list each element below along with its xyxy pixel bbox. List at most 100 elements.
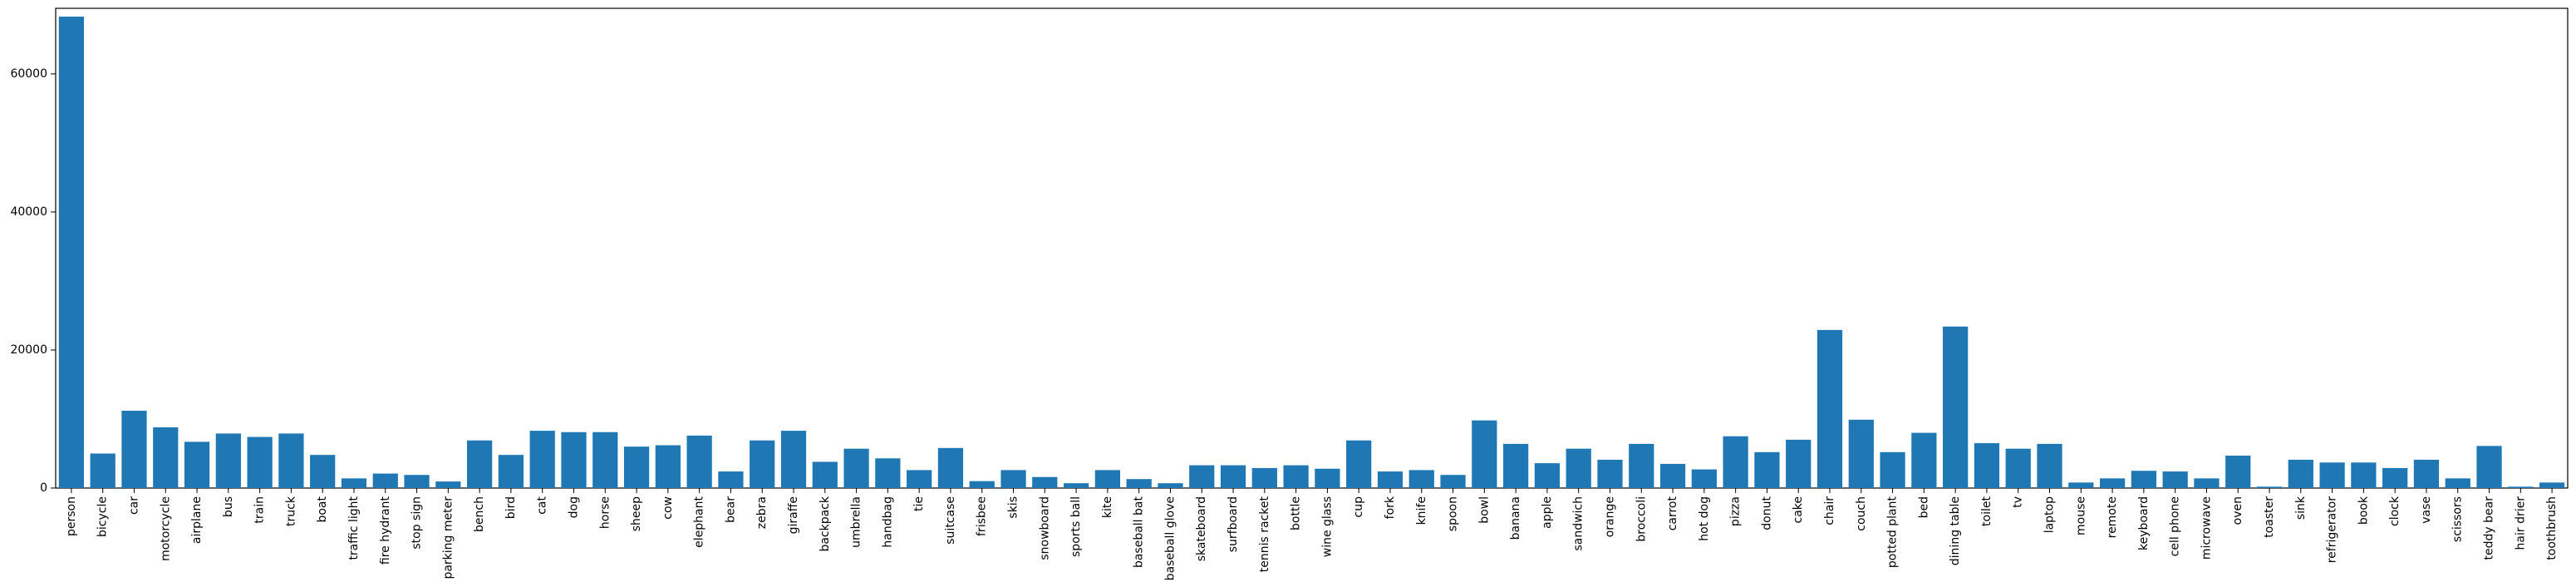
x-tick-label: remote (2106, 496, 2119, 538)
x-tick-label: skateboard (1195, 496, 1208, 561)
bar (1503, 443, 1529, 488)
bar (498, 455, 524, 488)
x-tick-label: cell phone (2169, 496, 2182, 556)
bar (1126, 479, 1152, 488)
x-tick-label: airplane (190, 496, 204, 544)
x-tick-label: bus (222, 496, 235, 517)
bar (215, 433, 241, 488)
x-tick-label: potted plant (1886, 496, 1900, 569)
bar (404, 475, 430, 488)
bar (2005, 448, 2031, 488)
x-tick-label: horse (598, 496, 612, 529)
x-tick-label: cake (1792, 496, 1805, 524)
bar (937, 447, 964, 488)
x-tick-label: apple (1541, 496, 1554, 529)
x-tick-label: sports ball (1069, 496, 1083, 557)
bar (1063, 483, 1089, 488)
bar (1377, 471, 1404, 488)
x-tick-label: microwave (2200, 496, 2213, 560)
bar (2413, 459, 2440, 488)
x-tick-label: clock (2388, 496, 2401, 526)
x-tick-label: banana (1509, 496, 1522, 540)
x-tick-label: bicycle (96, 496, 110, 537)
x-tick-label: carrot (1666, 496, 1679, 530)
bar (1911, 432, 1937, 488)
x-tick-label: bowl (1477, 496, 1491, 524)
bar (1251, 467, 1277, 488)
bar (2476, 446, 2502, 488)
bar (2508, 486, 2534, 488)
bar (153, 427, 179, 488)
x-tick-label: tie (912, 496, 926, 511)
bar (1816, 329, 1843, 488)
bar (341, 478, 367, 488)
x-tick-label: bear (724, 496, 737, 523)
x-tick-label: sink (2294, 496, 2308, 520)
bar (1189, 465, 1215, 488)
bar (2319, 462, 2345, 488)
bar (529, 431, 555, 488)
x-tick-label: umbrella (850, 496, 863, 548)
bar (780, 431, 807, 488)
x-tick-label: wine glass (1320, 496, 1334, 557)
x-tick-label: vase (2420, 496, 2433, 524)
bar (58, 16, 85, 489)
bar (2068, 482, 2094, 488)
bar (1786, 439, 1812, 488)
x-tick-label: fork (1384, 496, 1397, 519)
bar (184, 441, 210, 488)
bar (1597, 459, 1623, 488)
y-tick-label: 60000 (10, 67, 47, 81)
x-tick-label: truck (284, 496, 297, 526)
bar (812, 461, 838, 488)
bar (655, 445, 681, 488)
x-tick-label: tv (2012, 496, 2025, 508)
bar (2382, 467, 2408, 488)
bar (875, 458, 901, 488)
bar (2162, 471, 2188, 488)
x-tick-label: motorcycle (159, 496, 172, 561)
bar (2539, 482, 2565, 488)
bar (2194, 478, 2220, 488)
x-tick-label: elephant (693, 496, 706, 548)
x-tick-label: suitcase (944, 496, 957, 545)
x-tick-label: orange (1603, 496, 1616, 537)
y-tick-label: 0 (40, 481, 47, 495)
x-tick-label: kite (1101, 496, 1114, 518)
bar (2037, 443, 2062, 488)
bar (121, 411, 147, 488)
bar (1848, 419, 1874, 488)
bar (843, 448, 869, 488)
bar (1472, 420, 1497, 488)
x-tick-label: baseball glove (1163, 496, 1177, 580)
bar (2351, 462, 2377, 488)
bar (1408, 470, 1434, 488)
x-tick-label: scissors (2451, 496, 2465, 542)
x-tick-label: giraffe (787, 496, 800, 534)
bar (1534, 463, 1561, 488)
x-tick-label: bird (504, 496, 518, 519)
x-tick-label: donut (1760, 496, 1773, 530)
x-tick-label: keyboard (2137, 496, 2151, 550)
bar (1346, 440, 1372, 488)
bar (907, 470, 932, 488)
bar (2099, 478, 2126, 488)
bar (1283, 465, 1309, 488)
bar (1629, 443, 1654, 488)
bar (2225, 455, 2251, 488)
y-tick-label: 20000 (10, 343, 47, 357)
bar (372, 473, 398, 488)
x-tick-label: cat (536, 496, 549, 514)
x-tick-label: sheep (630, 496, 643, 531)
bar (2445, 478, 2470, 488)
bar (1754, 451, 1780, 488)
bar (467, 440, 493, 488)
bar (2256, 486, 2283, 488)
bar (1315, 468, 1340, 488)
bar (750, 440, 775, 488)
x-tick-label: car (127, 496, 140, 515)
x-tick-label: sandwich (1572, 496, 1585, 551)
x-tick-label: bottle (1290, 496, 1303, 530)
bar (1440, 475, 1466, 488)
